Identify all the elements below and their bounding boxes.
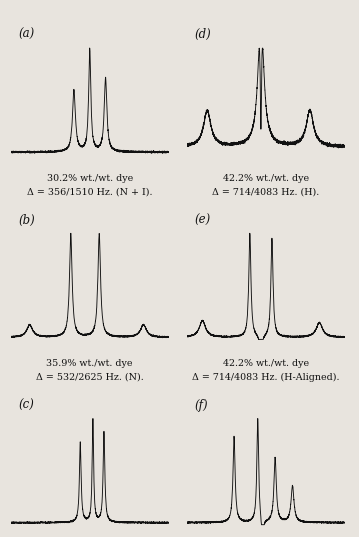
Text: (b): (b) bbox=[19, 214, 36, 227]
Text: 42.2% wt./wt. dye: 42.2% wt./wt. dye bbox=[223, 174, 309, 183]
Text: 35.9% wt./wt. dye: 35.9% wt./wt. dye bbox=[47, 359, 133, 368]
Text: 30.2% wt./wt. dye: 30.2% wt./wt. dye bbox=[47, 174, 133, 183]
Text: (e): (e) bbox=[195, 214, 211, 227]
Text: Δ = 356/1510 Hz. (N + I).: Δ = 356/1510 Hz. (N + I). bbox=[27, 188, 153, 197]
Text: 42.2% wt./wt. dye: 42.2% wt./wt. dye bbox=[223, 359, 309, 368]
Text: (a): (a) bbox=[19, 28, 35, 41]
Text: Δ = 532/2625 Hz. (N).: Δ = 532/2625 Hz. (N). bbox=[36, 373, 144, 382]
Text: (d): (d) bbox=[195, 28, 211, 41]
Text: (f): (f) bbox=[195, 399, 208, 412]
Text: (c): (c) bbox=[19, 399, 34, 412]
Text: Δ = 714/4083 Hz. (H).: Δ = 714/4083 Hz. (H). bbox=[212, 188, 319, 197]
Text: Δ = 714/4083 Hz. (H-Aligned).: Δ = 714/4083 Hz. (H-Aligned). bbox=[192, 373, 339, 382]
